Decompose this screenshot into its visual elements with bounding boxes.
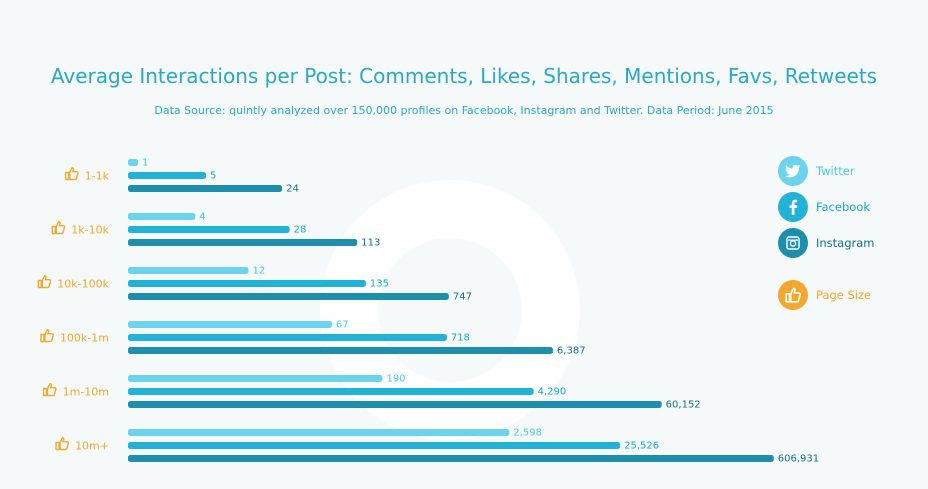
facebook-value-label: 5 (210, 171, 216, 182)
thumbs-up-icon (37, 275, 52, 289)
facebook-bar (128, 172, 207, 179)
thumbs-up-icon (40, 329, 54, 343)
twitter-bar (128, 375, 383, 382)
thumbs-up-icon (64, 167, 79, 181)
facebook-value-label: 718 (451, 333, 470, 344)
legend-label: Page Size (816, 288, 872, 302)
chart-title: Average Interactions per Post: Comments,… (50, 64, 878, 88)
facebook-value-label: 4,290 (538, 387, 567, 398)
facebook-bar (128, 334, 447, 341)
instagram-bar (128, 455, 774, 462)
thumbs-up-icon (42, 383, 57, 397)
instagram-bar (128, 401, 662, 408)
legend-item-page-size: Page Size (778, 280, 871, 310)
twitter-bird-icon (778, 156, 808, 186)
twitter-bar (128, 267, 249, 274)
facebook-value-label: 135 (370, 279, 389, 290)
chart-subtitle: Data Source: quintly analyzed over 150,0… (154, 104, 774, 117)
twitter-value-label: 2,598 (513, 428, 542, 439)
legend-item-facebook: Facebook (778, 192, 870, 222)
twitter-bar (128, 321, 332, 328)
instagram-value-label: 113 (361, 238, 380, 249)
legend-label: Twitter (816, 164, 855, 178)
facebook-bar (128, 388, 534, 395)
instagram-bar (128, 239, 358, 246)
thumbs-up-icon (778, 280, 808, 310)
page-size-label: 1k-10k (71, 224, 109, 237)
page-size-label: 1-1k (85, 170, 110, 183)
page-size-label: 10k-100k (57, 278, 109, 291)
legend-item-instagram: Instagram (778, 228, 875, 258)
twitter-value-label: 4 (199, 212, 205, 223)
instagram-bar (128, 347, 553, 354)
facebook-bar (128, 280, 366, 287)
twitter-value-label: 190 (386, 374, 405, 385)
facebook-value-label: 28 (294, 225, 307, 236)
instagram-bar (128, 293, 449, 300)
twitter-value-label: 67 (336, 320, 349, 331)
instagram-bar (128, 185, 283, 192)
facebook-value-label: 25,526 (624, 441, 659, 452)
twitter-value-label: 12 (253, 266, 266, 277)
facebook-f-icon (778, 192, 808, 222)
instagram-value-label: 6,387 (557, 346, 586, 357)
facebook-bar (128, 442, 621, 449)
instagram-value-label: 606,931 (778, 454, 819, 465)
page-size-label: 10m+ (75, 440, 109, 453)
thumbs-up-icon (55, 437, 70, 451)
page-size-label: 1m-10m (63, 386, 109, 399)
instagram-value-label: 24 (286, 184, 299, 195)
twitter-bar (128, 213, 196, 220)
camera-icon (778, 228, 808, 258)
legend-label: Facebook (816, 200, 871, 214)
page-size-label: 100k-1m (60, 332, 109, 345)
thumbs-up-icon (51, 221, 66, 235)
twitter-bar (128, 429, 510, 436)
instagram-value-label: 60,152 (666, 400, 701, 411)
twitter-value-label: 1 (142, 158, 148, 169)
facebook-bar (128, 226, 290, 233)
legend-item-twitter: Twitter (778, 156, 855, 186)
watermark-logo (320, 180, 580, 440)
legend-label: Instagram (816, 236, 875, 250)
instagram-value-label: 747 (453, 292, 472, 303)
twitter-bar (128, 159, 138, 166)
